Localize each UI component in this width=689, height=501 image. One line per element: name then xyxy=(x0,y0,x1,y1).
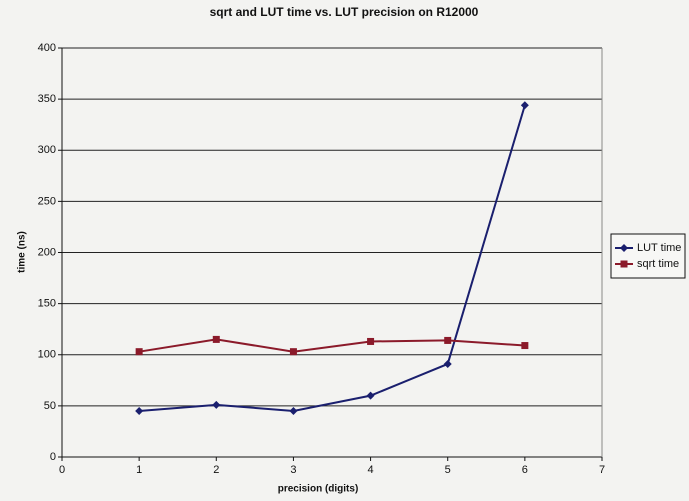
y-tick-label: 150 xyxy=(38,298,56,310)
point xyxy=(212,400,221,409)
y-axis-title: time (ns) xyxy=(17,231,28,273)
legend-box xyxy=(610,233,686,279)
point xyxy=(366,391,375,400)
point xyxy=(443,359,452,368)
y-tick-label: 100 xyxy=(38,349,56,361)
y-tick-label: 50 xyxy=(44,400,56,412)
point xyxy=(135,348,143,356)
x-tick-label: 5 xyxy=(445,464,451,476)
x-tick-label: 1 xyxy=(136,464,142,476)
point xyxy=(289,348,297,356)
series-line xyxy=(138,338,525,353)
legend-marker xyxy=(620,244,628,252)
point xyxy=(520,101,529,110)
chart-title: sqrt and LUT time vs. LUT precision on R… xyxy=(210,5,479,19)
x-tick-label: 2 xyxy=(213,464,219,476)
legend-marker xyxy=(620,260,628,268)
legend-label: sqrt time xyxy=(637,258,679,270)
y-tick-label: 0 xyxy=(50,451,56,463)
legend-label: LUT time xyxy=(637,242,681,254)
point xyxy=(367,337,375,345)
series-line xyxy=(139,104,526,412)
x-tick-label: 7 xyxy=(599,464,605,476)
x-axis-title: precision (digits) xyxy=(278,484,359,495)
x-tick-label: 4 xyxy=(368,464,374,476)
point xyxy=(289,406,298,415)
point xyxy=(521,342,529,350)
x-tick-label: 0 xyxy=(59,464,65,476)
x-tick-label: 6 xyxy=(522,464,528,476)
y-tick-label: 200 xyxy=(38,246,56,258)
point xyxy=(444,336,452,344)
point xyxy=(135,406,144,415)
y-tick-label: 250 xyxy=(38,195,56,207)
y-tick-label: 400 xyxy=(38,42,56,54)
point xyxy=(212,335,220,343)
y-tick-label: 350 xyxy=(38,93,56,105)
y-tick-label: 300 xyxy=(38,144,56,156)
x-tick-label: 3 xyxy=(290,464,296,476)
